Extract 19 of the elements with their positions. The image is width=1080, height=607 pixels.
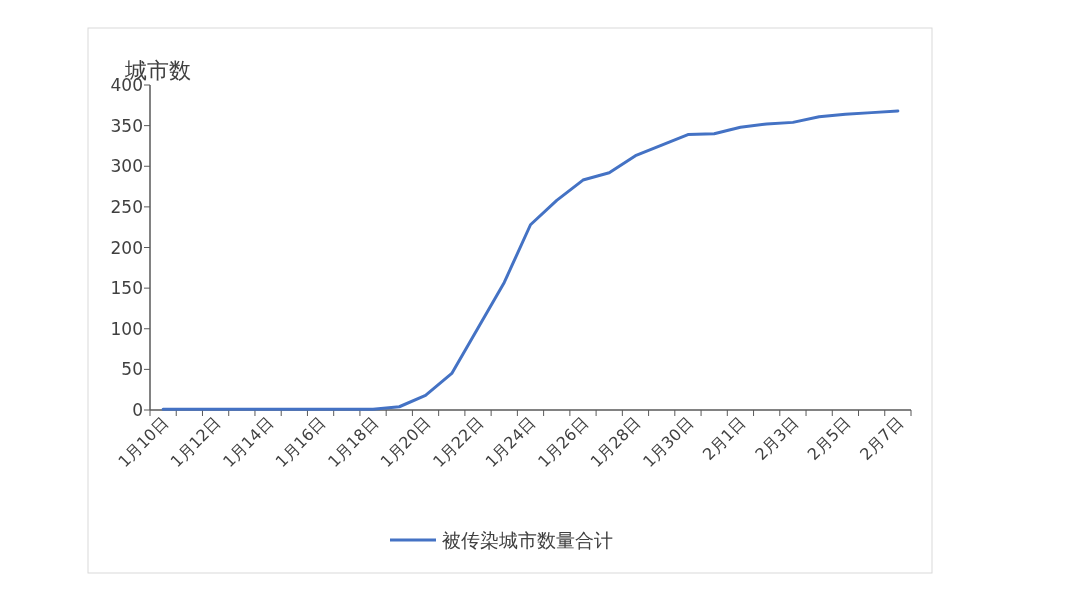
x-tick-label: 1月22日 xyxy=(429,413,487,472)
legend-label: 被传染城市数量合计 xyxy=(442,529,613,551)
x-tick-label: 2月3日 xyxy=(751,413,802,464)
y-tick-label: 250 xyxy=(110,196,143,217)
x-tick-label: 2月7日 xyxy=(856,413,907,464)
y-tick-label: 300 xyxy=(110,156,143,177)
y-tick-label: 200 xyxy=(110,237,143,258)
y-tick-label: 150 xyxy=(110,278,143,299)
x-tick-label: 1月18日 xyxy=(324,413,382,472)
y-tick-label: 50 xyxy=(121,359,143,380)
line-series xyxy=(161,109,900,411)
y-tick-label: 0 xyxy=(132,400,143,420)
y-tick-label: 350 xyxy=(110,115,143,136)
y-tick-label: 100 xyxy=(110,318,143,339)
x-tick-label: 1月26日 xyxy=(534,413,592,472)
x-tick-label: 2月5日 xyxy=(803,413,855,464)
x-tick-label: 1月30日 xyxy=(639,413,697,472)
x-tick-label: 1月14日 xyxy=(219,413,277,472)
x-tick-label: 2月1日 xyxy=(698,413,750,464)
